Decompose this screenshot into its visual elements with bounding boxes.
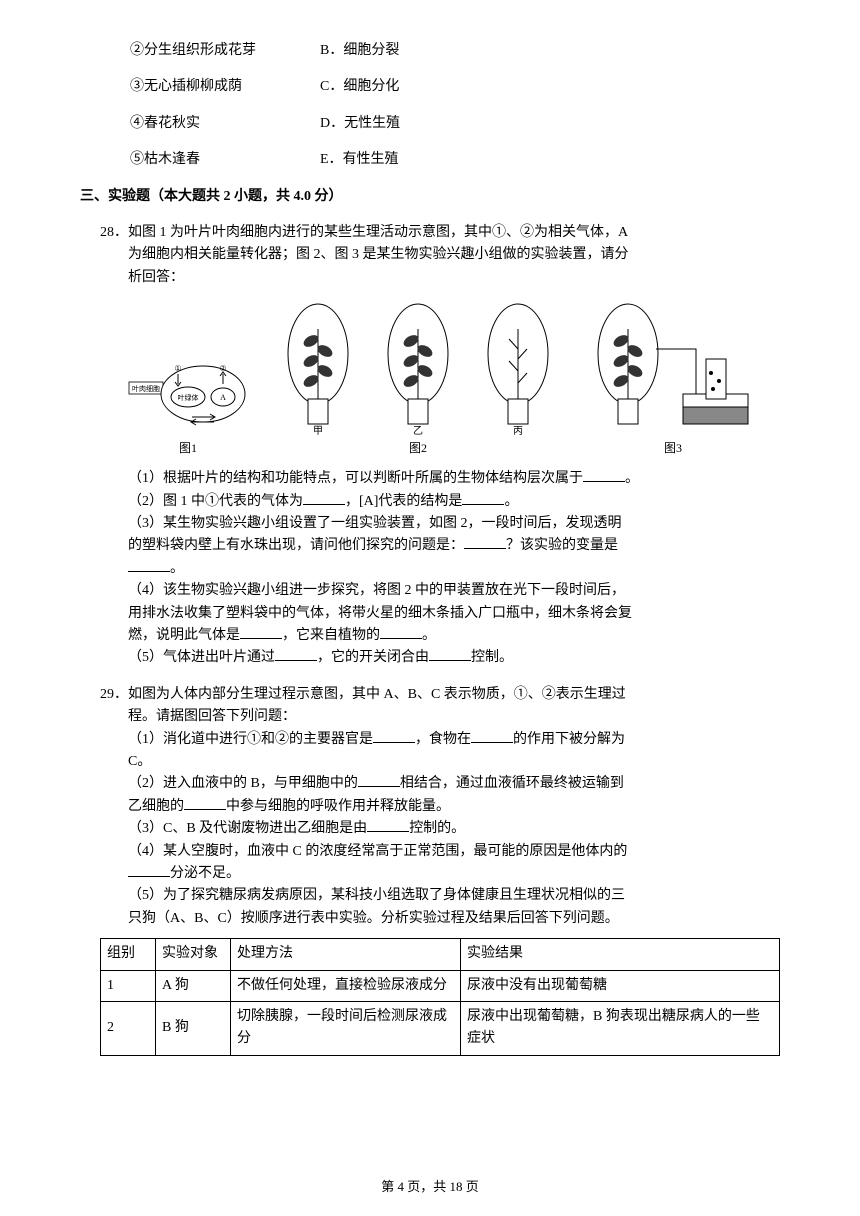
q29-number: 29． xyxy=(100,687,128,702)
svg-text:②: ② xyxy=(219,364,226,373)
figure-2: 甲 乙 xyxy=(268,299,568,458)
svg-text:①: ① xyxy=(174,364,181,373)
match-right: C．细胞分化 xyxy=(320,76,399,98)
svg-text:乙: 乙 xyxy=(413,425,423,437)
figure-1: 叶肉细胞 叶绿体 A ① ② 图1 xyxy=(128,349,248,458)
svg-text:A: A xyxy=(220,393,226,402)
blank[interactable] xyxy=(367,818,409,832)
match-right: D．无性生殖 xyxy=(320,113,400,135)
question-28: 28．如图 1 为叶片叶肉细胞内进行的某些生理活动示意图，其中①、②为相关气体，… xyxy=(100,222,780,670)
q28-figures: 叶肉细胞 叶绿体 A ① ② 图1 xyxy=(128,299,780,458)
q28-sub4: （4）该生物实验兴趣小组进一步探究，将图 2 中的甲装置放在光下一段时间后， xyxy=(128,580,780,602)
table-header: 组别 xyxy=(101,939,156,970)
q28-sub3: （3）某生物实验兴趣小组设置了一组实验装置，如图 2，一段时间后，发现透明 xyxy=(128,513,780,535)
blank[interactable] xyxy=(462,491,504,505)
blank[interactable] xyxy=(429,647,471,661)
match-left: ③无心插柳柳成荫 xyxy=(130,76,320,98)
blank[interactable] xyxy=(240,625,282,639)
figure-3: 图3 xyxy=(588,299,758,458)
svg-text:丙: 丙 xyxy=(513,426,523,437)
plant-setup-icon: 甲 乙 xyxy=(268,299,568,439)
cell-diagram-icon: 叶肉细胞 叶绿体 A ① ② xyxy=(128,349,248,439)
match-left: ②分生组织形成花芽 xyxy=(130,40,320,62)
q28-sub1: （1）根据叶片的结构和功能特点，可以判断叶所属的生物体结构层次属于。 xyxy=(128,468,780,490)
gas-collection-icon xyxy=(588,299,758,439)
blank[interactable] xyxy=(358,773,400,787)
match-right: B．细胞分裂 xyxy=(320,40,399,62)
section-3-header: 三、实验题（本大题共 2 小题，共 4.0 分） xyxy=(80,186,780,208)
q29-sub4: （4）某人空腹时，血液中 C 的浓度经常高于正常范围，最可能的原因是他体内的 xyxy=(128,841,780,863)
figure-3-caption: 图3 xyxy=(588,439,758,458)
q28-sub5: （5）气体进出叶片通过，它的开关闭合由控制。 xyxy=(128,647,780,669)
figure-1-caption: 图1 xyxy=(128,439,248,458)
q29-intro: 29．如图为人体内部分生理过程示意图，其中 A、B、C 表示物质，①、②表示生理… xyxy=(100,684,780,706)
match-row: ②分生组织形成花芽 B．细胞分裂 xyxy=(130,40,780,62)
svg-text:叶绿体: 叶绿体 xyxy=(178,393,199,402)
page-footer: 第 4 页，共 18 页 xyxy=(0,1177,860,1198)
q28-number: 28． xyxy=(100,225,128,240)
blank[interactable] xyxy=(128,863,170,877)
q28-sub2: （2）图 1 中①代表的气体为，[A]代表的结构是。 xyxy=(128,491,780,513)
blank[interactable] xyxy=(128,558,170,572)
table-header: 实验结果 xyxy=(461,939,780,970)
table-header: 处理方法 xyxy=(231,939,461,970)
blank[interactable] xyxy=(471,729,513,743)
q28-intro: 28．如图 1 为叶片叶肉细胞内进行的某些生理活动示意图，其中①、②为相关气体，… xyxy=(100,222,780,244)
blank[interactable] xyxy=(303,491,345,505)
match-left: ⑤枯木逢春 xyxy=(130,149,320,171)
blank[interactable] xyxy=(583,468,625,482)
q29-sub3: （3）C、B 及代谢废物进出乙细胞是由控制的。 xyxy=(128,818,780,840)
matching-items: ②分生组织形成花芽 B．细胞分裂 ③无心插柳柳成荫 C．细胞分化 ④春花秋实 D… xyxy=(130,40,780,172)
table-header: 实验对象 xyxy=(156,939,231,970)
match-right: E．有性生殖 xyxy=(320,149,399,171)
table-row: 1 A 狗 不做任何处理，直接检验尿液成分 尿液中没有出现葡萄糖 xyxy=(101,970,780,1001)
q29-sub1: （1）消化道中进行①和②的主要器官是，食物在的作用下被分解为 xyxy=(128,729,780,751)
match-row: ④春花秋实 D．无性生殖 xyxy=(130,113,780,135)
svg-text:甲: 甲 xyxy=(313,426,323,437)
question-29: 29．如图为人体内部分生理过程示意图，其中 A、B、C 表示物质，①、②表示生理… xyxy=(100,684,780,1056)
match-row: ③无心插柳柳成荫 C．细胞分化 xyxy=(130,76,780,98)
blank[interactable] xyxy=(275,647,317,661)
blank[interactable] xyxy=(373,729,415,743)
blank[interactable] xyxy=(184,796,226,810)
table-header-row: 组别 实验对象 处理方法 实验结果 xyxy=(101,939,780,970)
match-left: ④春花秋实 xyxy=(130,113,320,135)
table-row: 2 B 狗 切除胰腺，一段时间后检测尿液成分 尿液中出现葡萄糖，B 狗表现出糖尿… xyxy=(101,1001,780,1055)
q29-sub2: （2）进入血液中的 B，与甲细胞中的相结合，通过血液循环最终被运输到 xyxy=(128,773,780,795)
blank[interactable] xyxy=(380,625,422,639)
q29-sub5: （5）为了探究糖尿病发病原因，某科技小组选取了身体健康且生理状况相似的三 xyxy=(128,885,780,907)
match-row: ⑤枯木逢春 E．有性生殖 xyxy=(130,149,780,171)
svg-text:叶肉细胞: 叶肉细胞 xyxy=(132,384,160,393)
blank[interactable] xyxy=(464,535,506,549)
figure-2-caption: 图2 xyxy=(268,439,568,458)
experiment-table: 组别 实验对象 处理方法 实验结果 1 A 狗 不做任何处理，直接检验尿液成分 … xyxy=(100,938,780,1056)
